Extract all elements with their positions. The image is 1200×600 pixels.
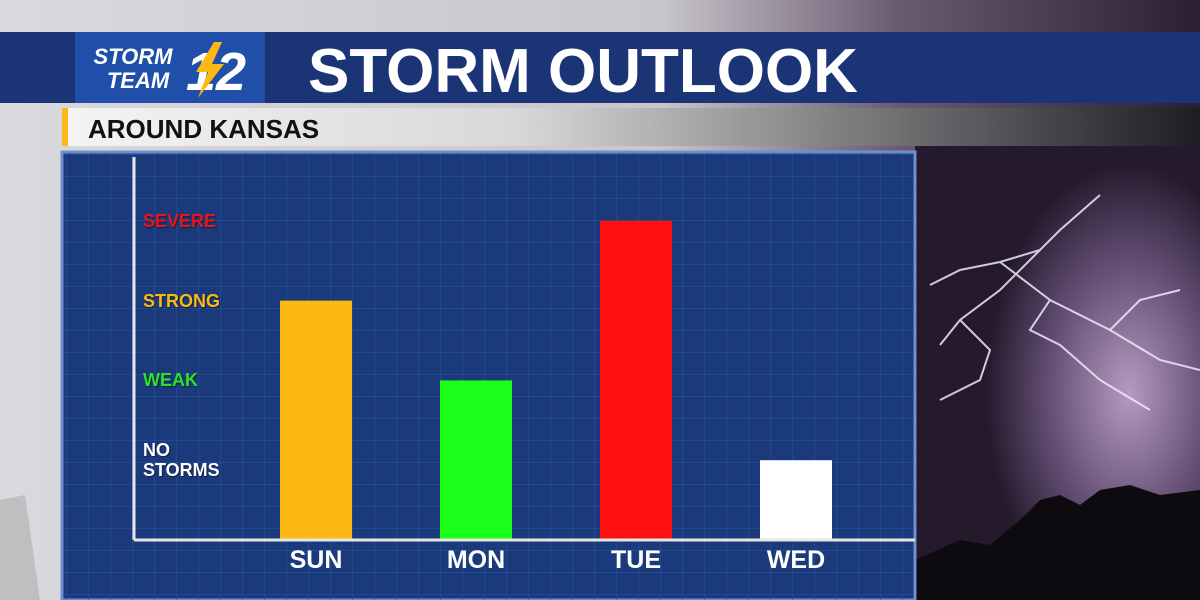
subtitle-bar (62, 108, 1200, 146)
x-tick-label: MON (447, 546, 505, 574)
title: STORM OUTLOOK (308, 37, 858, 106)
bar (440, 380, 512, 540)
x-tick-label: TUE (611, 546, 661, 574)
subtitle: AROUND KANSAS (88, 114, 319, 144)
decoration (0, 495, 40, 600)
bar (760, 460, 832, 540)
lightning (929, 194, 1200, 411)
y-tick-label: SEVERE (143, 210, 217, 231)
x-tick-label: SUN (290, 546, 343, 574)
logo-bolt (196, 42, 224, 98)
x-tick-label: WED (767, 546, 825, 574)
bar (280, 300, 352, 540)
y-tick-label: STRONG (143, 290, 221, 311)
subtitle-accent (62, 108, 68, 146)
tree-silhouette (915, 485, 1200, 600)
logo-text: TEAM (107, 68, 170, 93)
y-tick-label: WEAK (143, 370, 198, 391)
plot-area (280, 220, 832, 541)
logo-box (75, 32, 265, 103)
y-tick-label: NO STORMS (143, 440, 220, 481)
logo-text: STORM (93, 44, 173, 69)
bar (600, 220, 672, 541)
